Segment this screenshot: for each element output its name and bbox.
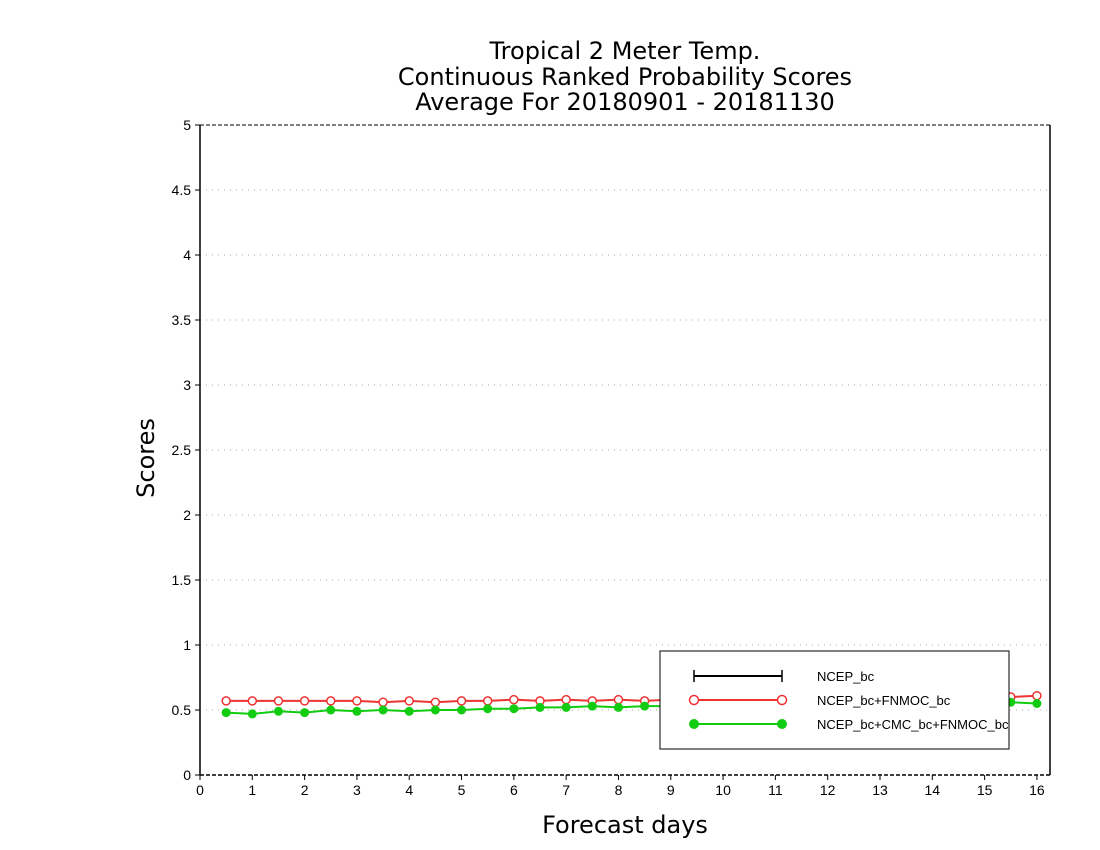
data-point-ncep-bc-fnmoc-bc <box>404 696 414 706</box>
data-point-ncep-bc-cmc-bc-fnmoc-bc <box>535 702 545 712</box>
legend-item-ncep-bc-cmc-bc-fnmoc-bc: NCEP_bc+CMC_bc+FNMOC_bc <box>689 717 1009 732</box>
chart-title-line-1: Tropical 2 Meter Temp. <box>489 37 761 65</box>
data-point-ncep-bc-cmc-bc-fnmoc-bc <box>640 701 650 711</box>
data-point-ncep-bc-fnmoc-bc <box>247 696 258 706</box>
legend: NCEP_bc NCEP_bc+FNMOC_bc NCEP_bc+CMC_bc+FN… <box>659 650 1010 750</box>
data-point-ncep-bc-fnmoc-bc <box>509 694 519 705</box>
data-point-ncep-bc-cmc-bc-fnmoc-bc <box>1032 699 1042 708</box>
data-point-ncep-bc-cmc-bc-fnmoc-bc <box>483 704 493 714</box>
y-tick-label: 5 <box>183 117 191 133</box>
legend-marker <box>777 719 787 729</box>
data-point-ncep-bc-fnmoc-bc <box>613 694 624 705</box>
x-tick-label: 14 <box>925 782 941 798</box>
x-tick-label: 15 <box>977 782 993 798</box>
data-point-ncep-bc-cmc-bc-fnmoc-bc <box>352 706 362 716</box>
y-tick-label: 2.5 <box>172 442 192 458</box>
data-point-ncep-bc-cmc-bc-fnmoc-bc <box>300 708 310 718</box>
y-tick-label: 4.5 <box>172 182 192 198</box>
x-tick-label: 7 <box>562 782 570 798</box>
y-tick-label: 4 <box>183 247 191 263</box>
data-point-ncep-bc-fnmoc-bc <box>326 696 336 706</box>
data-point-ncep-bc-cmc-bc-fnmoc-bc <box>221 708 231 718</box>
x-tick-label: 13 <box>872 782 888 798</box>
data-point-ncep-bc-fnmoc-bc <box>273 696 284 706</box>
legend-marker <box>689 719 699 729</box>
x-tick-label: 11 <box>768 782 783 798</box>
legend-item-ncep-bc: NCEP_bc <box>693 669 875 684</box>
data-point-ncep-bc-cmc-bc-fnmoc-bc <box>613 702 623 712</box>
legend-marker <box>776 694 788 706</box>
x-tick-label: 5 <box>458 782 466 798</box>
data-point-ncep-bc-cmc-bc-fnmoc-bc <box>430 705 440 715</box>
x-tick-label: 10 <box>715 782 731 798</box>
chart-title-line-3: Average For 20180901 - 20181130 <box>415 88 835 116</box>
y-axis-label: Scores <box>132 418 160 498</box>
data-point-ncep-bc-cmc-bc-fnmoc-bc <box>509 704 519 714</box>
chart-title-line-2: Continuous Ranked Probability Scores <box>398 63 852 91</box>
legend-label: NCEP_bc+CMC_bc+FNMOC_bc <box>817 717 1009 732</box>
data-point-ncep-bc-fnmoc-bc <box>456 696 467 706</box>
x-tick-label: 16 <box>1029 782 1045 798</box>
data-point-ncep-bc-cmc-bc-fnmoc-bc <box>404 706 414 716</box>
x-tick-label: 6 <box>510 782 518 798</box>
gridlines <box>200 189 1050 711</box>
legend-item-ncep-bc-fnmoc-bc: NCEP_bc+FNMOC_bc <box>688 693 951 708</box>
data-point-ncep-bc-cmc-bc-fnmoc-bc <box>378 705 388 715</box>
data-point-ncep-bc-fnmoc-bc <box>221 696 231 706</box>
data-point-ncep-bc-cmc-bc-fnmoc-bc <box>457 705 467 715</box>
data-point-ncep-bc-fnmoc-bc <box>482 696 493 706</box>
x-tick-label: 12 <box>820 782 836 798</box>
data-point-ncep-bc-fnmoc-bc <box>430 697 441 707</box>
data-point-ncep-bc-cmc-bc-fnmoc-bc <box>326 705 336 715</box>
x-tick-label: 4 <box>405 782 413 798</box>
data-point-ncep-bc-cmc-bc-fnmoc-bc <box>561 702 571 712</box>
data-point-ncep-bc-fnmoc-bc <box>299 696 310 706</box>
y-tick-label: 1 <box>183 637 191 653</box>
data-point-ncep-bc-fnmoc-bc <box>378 697 388 707</box>
data-point-ncep-bc-cmc-bc-fnmoc-bc <box>273 706 283 716</box>
y-tick-label: 3 <box>183 377 191 393</box>
data-point-ncep-bc-cmc-bc-fnmoc-bc <box>247 709 257 719</box>
y-tick-label: 0.5 <box>172 702 192 718</box>
tick-labels: 0 1 2 3 4 5 6 7 8 9 10 11 12 13 14 15 1600.511.522.533.5… <box>172 117 1045 798</box>
data-point-ncep-bc-fnmoc-bc <box>561 694 571 705</box>
y-tick-label: 3.5 <box>172 312 192 328</box>
legend-label: NCEP_bc <box>817 669 875 684</box>
x-tick-label: 8 <box>615 782 623 798</box>
x-axis-label: Forecast days <box>542 811 708 839</box>
x-tick-label: 2 <box>301 782 309 798</box>
y-tick-label: 2 <box>183 507 191 523</box>
x-tick-label: 3 <box>353 782 361 798</box>
legend-label: NCEP_bc+FNMOC_bc <box>817 693 951 708</box>
legend-marker <box>688 694 700 706</box>
x-tick-label: 0 <box>196 782 204 798</box>
y-tick-label: 0 <box>183 767 191 783</box>
x-tick-label: 1 <box>248 782 256 798</box>
y-tick-label: 1.5 <box>172 572 192 588</box>
x-tick-label: 9 <box>667 782 675 798</box>
data-point-ncep-bc-cmc-bc-fnmoc-bc <box>587 701 597 711</box>
data-point-ncep-bc-fnmoc-bc <box>352 696 362 706</box>
data-point-ncep-bc-fnmoc-bc <box>1032 690 1042 701</box>
